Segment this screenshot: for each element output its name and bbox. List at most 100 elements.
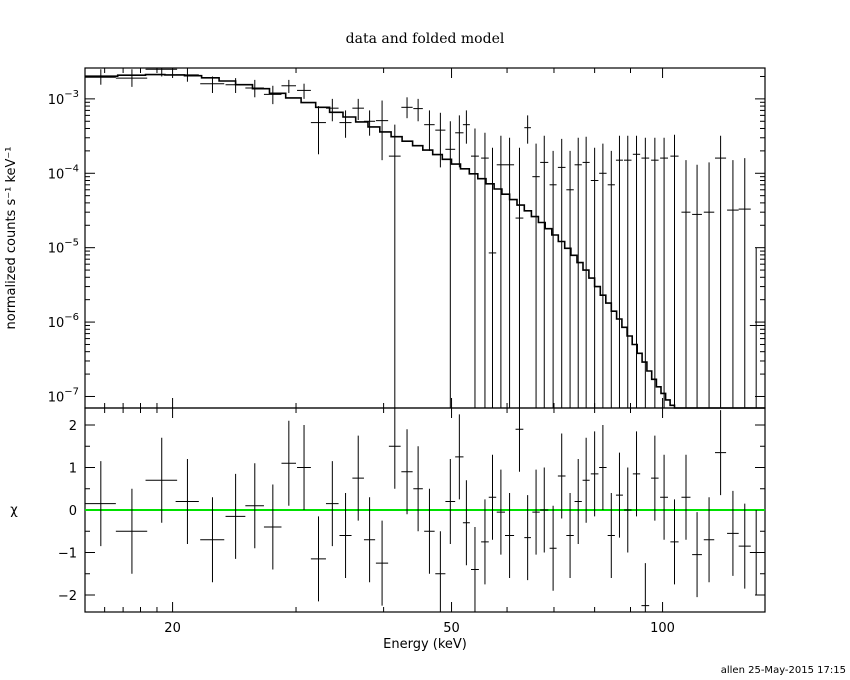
footer-stamp: allen 25-May-2015 17:15 bbox=[721, 665, 846, 676]
residual-point bbox=[660, 454, 668, 540]
data-point bbox=[532, 143, 540, 408]
data-point bbox=[325, 98, 339, 122]
x-axis-label: Energy (keV) bbox=[383, 637, 467, 652]
residual-point bbox=[651, 435, 659, 521]
data-point bbox=[651, 137, 659, 408]
residual-point bbox=[641, 563, 650, 612]
data-point bbox=[175, 68, 199, 82]
data-point bbox=[481, 132, 489, 408]
data-point bbox=[599, 143, 607, 408]
data-point bbox=[574, 137, 582, 408]
residual-point bbox=[524, 495, 531, 581]
residual-point bbox=[225, 473, 246, 559]
data-point bbox=[375, 100, 389, 161]
top-y-tick-label: 10−7 bbox=[48, 386, 79, 405]
residual-point bbox=[413, 446, 423, 532]
data-point bbox=[263, 85, 282, 105]
residual-point bbox=[85, 461, 116, 547]
residual-point bbox=[375, 520, 389, 606]
data-point bbox=[388, 124, 401, 408]
x-tick-label: 50 bbox=[443, 621, 460, 636]
residual-point bbox=[363, 497, 376, 583]
residual-point bbox=[352, 435, 364, 521]
data-point bbox=[225, 78, 246, 93]
residual-point bbox=[615, 452, 623, 538]
data-point bbox=[607, 150, 615, 408]
residual-point bbox=[738, 503, 751, 589]
residual-point bbox=[435, 531, 446, 612]
bottom-y-tick-label: 2 bbox=[69, 419, 77, 434]
data-point bbox=[488, 147, 497, 408]
data-point bbox=[435, 112, 446, 168]
residual-point bbox=[488, 454, 497, 540]
data-point bbox=[703, 162, 715, 408]
data-point bbox=[557, 138, 566, 408]
data-point bbox=[424, 110, 435, 151]
residual-point bbox=[607, 493, 615, 578]
residual-point bbox=[325, 461, 339, 547]
data-point bbox=[145, 68, 178, 77]
bottom-y-tick-label: 1 bbox=[69, 462, 77, 477]
residual-point bbox=[727, 490, 739, 576]
data-point bbox=[200, 76, 225, 93]
x-tick-label: 100 bbox=[650, 621, 675, 636]
bottom-y-axis-label: χ bbox=[10, 503, 18, 518]
residual-point bbox=[681, 454, 691, 540]
residual-point bbox=[566, 493, 574, 578]
residual-point bbox=[623, 467, 632, 553]
residual-point bbox=[574, 459, 582, 544]
residual-point bbox=[632, 431, 641, 517]
data-point bbox=[462, 110, 470, 144]
data-point bbox=[352, 98, 364, 121]
data-point bbox=[401, 97, 413, 119]
residual-point bbox=[424, 488, 435, 574]
residual-point bbox=[310, 516, 326, 602]
data-point bbox=[590, 147, 599, 408]
residual-point bbox=[481, 499, 489, 585]
data-point bbox=[623, 135, 632, 408]
residual-point bbox=[200, 497, 225, 583]
top-y-axis-label: normalized counts s⁻¹ keV⁻¹ bbox=[4, 147, 19, 330]
data-point bbox=[505, 137, 515, 408]
data-point bbox=[85, 69, 116, 85]
data-point bbox=[245, 79, 264, 98]
data-point bbox=[749, 247, 763, 408]
data-point bbox=[297, 83, 311, 99]
residual-point bbox=[715, 410, 727, 496]
data-point bbox=[115, 69, 148, 87]
residual-point bbox=[505, 493, 515, 578]
residual-point bbox=[297, 425, 311, 510]
top-y-tick-label: 10−5 bbox=[48, 238, 79, 257]
residual-point bbox=[281, 420, 297, 506]
top-panel: 10−3 10−4 10−5 10−6 10−7 bbox=[48, 67, 766, 409]
residual-point bbox=[263, 484, 282, 570]
residual-point bbox=[462, 480, 470, 566]
top-y-tick-label: 10−4 bbox=[48, 163, 79, 182]
residual-point bbox=[532, 469, 540, 555]
top-y-tick-label: 10−6 bbox=[48, 312, 79, 331]
data-point bbox=[582, 136, 590, 408]
data-point bbox=[496, 135, 506, 408]
data-point bbox=[738, 158, 751, 408]
data-point bbox=[692, 164, 702, 408]
data-point bbox=[681, 160, 691, 408]
residual-point bbox=[749, 510, 763, 595]
residual-point bbox=[245, 463, 264, 549]
bottom-y-tick-label: −1 bbox=[58, 547, 77, 562]
chart-title: data and folded model bbox=[346, 31, 505, 47]
data-point bbox=[632, 135, 641, 408]
residual-point bbox=[599, 425, 607, 510]
data-point bbox=[515, 147, 524, 408]
data-point bbox=[715, 135, 727, 408]
data-point bbox=[339, 110, 352, 138]
data-point bbox=[524, 115, 531, 144]
residual-point bbox=[470, 527, 479, 612]
residual-point bbox=[540, 467, 549, 553]
data-point bbox=[455, 115, 464, 168]
residual-point bbox=[445, 459, 456, 544]
data-point bbox=[727, 160, 739, 408]
data-point bbox=[363, 110, 376, 136]
residual-point bbox=[703, 497, 715, 583]
residual-point bbox=[115, 488, 148, 574]
